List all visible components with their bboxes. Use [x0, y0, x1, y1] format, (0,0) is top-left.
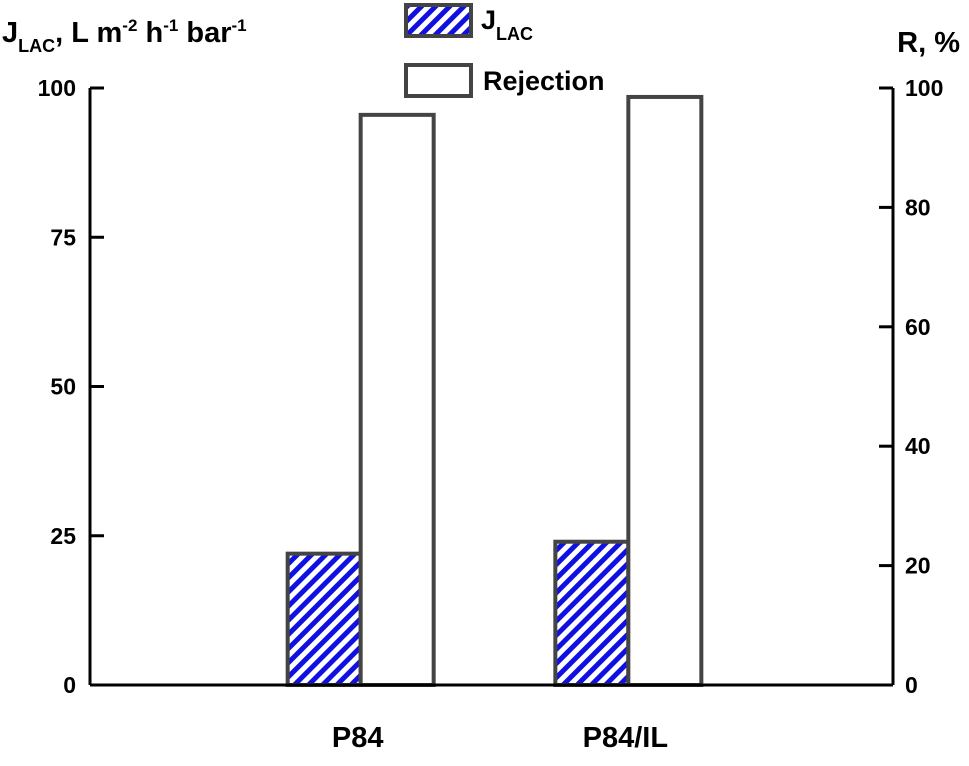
left-tick-label-3: 75 [50, 224, 76, 250]
left-tick-label-2: 50 [50, 374, 76, 400]
bar-rejection-1 [626, 94, 704, 687]
category-label-1: P84/IL [583, 722, 668, 754]
legend-label-rejection: Rejection [483, 66, 605, 96]
right-tick-label-2: 40 [905, 433, 931, 459]
right-tick-label-4: 80 [905, 194, 931, 220]
category-label-0: P84 [332, 722, 384, 754]
bar-jlac-0 [285, 551, 363, 687]
right-axis-title: R, % [897, 27, 960, 59]
left-tick-label-1: 25 [50, 523, 76, 549]
legend-label-jlac: JLAC [481, 5, 533, 44]
left-tick-label-4: 100 [38, 75, 76, 101]
ticks: 0 25 50 75 100 0 20 40 60 80 100 P84 P84/IL [38, 75, 944, 754]
right-tick-label-5: 100 [905, 75, 943, 101]
axes [88, 88, 895, 685]
left-tick-label-0: 0 [63, 672, 76, 698]
legend-swatch-jlac [404, 3, 473, 38]
bar-rejection-0 [358, 112, 436, 688]
legend: JLAC Rejection [404, 3, 605, 98]
legend-swatch-rejection [404, 63, 473, 98]
right-tick-label-1: 20 [905, 553, 931, 579]
bar-jlac-1 [553, 539, 631, 687]
left-axis-title: JLAC, L m-2 h-1 bar-1 [2, 16, 247, 56]
right-tick-label-3: 60 [905, 314, 931, 340]
bars [285, 94, 704, 688]
right-tick-label-0: 0 [905, 672, 918, 698]
